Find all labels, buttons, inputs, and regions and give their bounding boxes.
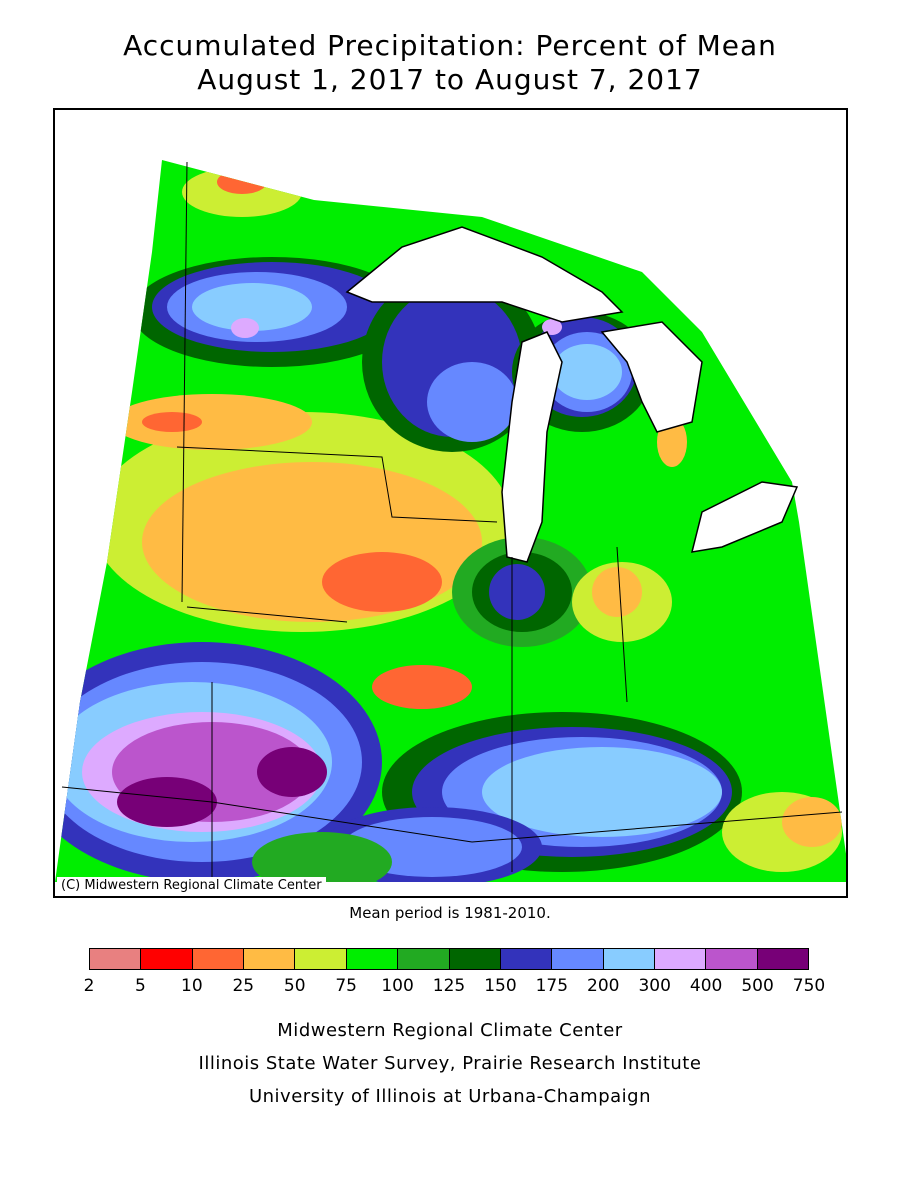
legend-label: 500 [741,976,774,996]
legend-labels: 2 5 10 25 50 75 100 125 150 175 200 300 400 500 750 [0,976,900,998]
legend-label: 75 [335,976,357,996]
credit-line-1: Midwestern Regional Climate Center [277,1020,623,1041]
legend-swatch [244,949,296,969]
legend-label: 750 [792,976,826,996]
great-lakes [345,226,799,563]
map-title-line1: Accumulated Precipitation: Percent of Me… [123,29,777,62]
legend-label: 50 [283,976,306,996]
map-copyright: (C) Midwestern Regional Climate Center [57,877,326,894]
state-borders [61,161,843,882]
legend-swatch [603,949,655,969]
legend-swatch [706,949,758,969]
legend-label: 25 [232,976,255,996]
legend-label: 2 [83,976,95,996]
credit-line-3: University of Illinois at Urbana-Champai… [248,1086,652,1107]
legend-label: 100 [381,976,414,996]
legend-label: 150 [484,976,517,996]
legend-swatch [141,949,193,969]
mean-period-note: Mean period is 1981-2010. [349,904,551,922]
legend-label: 300 [638,976,671,996]
legend-label: 5 [135,976,146,996]
legend-label: 10 [181,976,203,996]
legend-label: 125 [432,976,466,996]
legend-swatch [90,949,142,969]
legend-swatch [500,949,553,969]
legend-swatch [757,949,809,969]
map-title-line2: August 1, 2017 to August 7, 2017 [197,63,703,96]
legend-swatch [398,949,450,969]
legend-label: 175 [535,976,569,996]
legend-label: 200 [587,976,620,996]
precipitation-map: (C) Midwestern Regional Climate Center [53,108,848,898]
credit-line-2: Illinois State Water Survey, Prairie Res… [198,1053,702,1074]
legend-swatch [346,949,399,969]
legend-swatch [552,949,604,969]
legend-swatch [192,949,245,969]
legend-swatch [449,949,501,969]
map-canvas [55,160,846,882]
legend-label: 400 [689,976,723,996]
color-legend-bar [89,948,809,970]
legend-swatch [295,949,347,969]
legend-swatch [654,949,707,969]
